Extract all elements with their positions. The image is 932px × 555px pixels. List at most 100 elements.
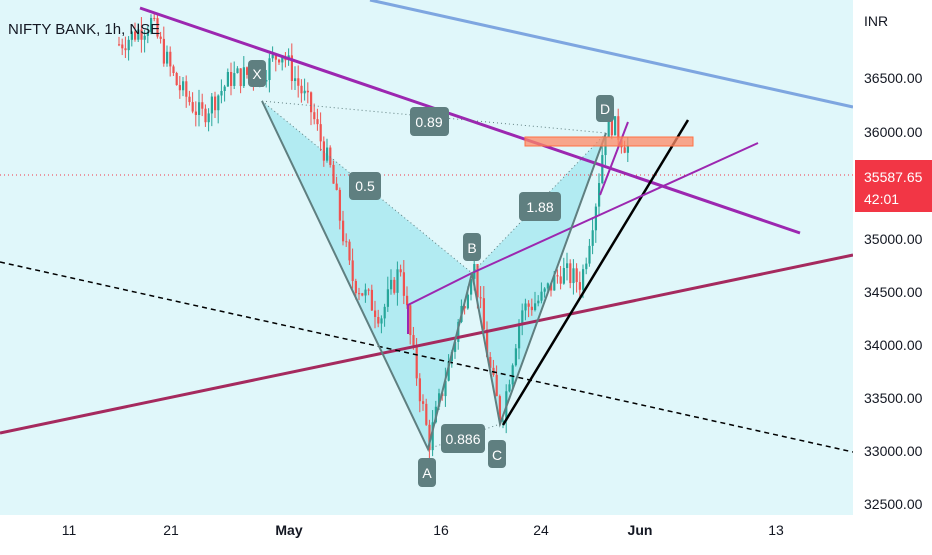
candle-body	[194, 111, 197, 115]
candle-body	[402, 272, 405, 296]
candle-body	[236, 68, 239, 74]
candle-body	[588, 245, 591, 264]
candle-body	[463, 305, 466, 309]
trendline-purple-channel[interactable]	[407, 142, 759, 334]
candle-body	[409, 305, 412, 336]
candle-body	[153, 17, 156, 19]
candle-body	[162, 38, 165, 64]
pattern-point-x-label: X	[252, 66, 262, 82]
candle-body	[518, 323, 521, 349]
pattern-point-c[interactable]: C	[488, 440, 506, 468]
candle-body	[178, 85, 181, 91]
candle-body	[438, 393, 441, 407]
price-axis[interactable]	[853, 0, 932, 515]
trendline-blue[interactable]	[369, 0, 854, 109]
time-tick-label-month: Jun	[628, 522, 653, 538]
pattern-point-b[interactable]: B	[463, 233, 481, 261]
ratio-ac-label: 0.886	[445, 431, 480, 447]
candle-body	[479, 297, 482, 299]
pattern-point-d[interactable]: D	[596, 95, 614, 122]
candle-body	[207, 113, 210, 123]
candle-body	[572, 268, 575, 284]
candle-body	[354, 280, 357, 294]
candle-body	[322, 141, 325, 161]
resistance-zone[interactable]	[524, 136, 694, 147]
candle-body	[159, 36, 162, 39]
candle-body	[220, 90, 223, 96]
candle-body	[607, 109, 610, 138]
pattern-point-x[interactable]: X	[248, 60, 266, 87]
candle-body	[150, 17, 153, 32]
candle-body	[374, 310, 377, 317]
candle-body	[380, 318, 383, 324]
ratio-bd-label: 1.88	[526, 199, 553, 215]
price-tick-label: 32500.00	[864, 496, 923, 512]
candle-body	[569, 263, 572, 284]
candle-body	[524, 303, 527, 311]
candle-body	[143, 35, 146, 40]
candle-body	[575, 268, 578, 283]
candle-body	[383, 306, 386, 319]
candle-body	[364, 289, 367, 296]
candle-body	[415, 345, 418, 379]
price-tick-labels: 36500.00 36000.00 35000.00 34500.00 3400…	[864, 70, 923, 512]
price-tick-label: 33500.00	[864, 390, 923, 406]
candle-body	[300, 85, 303, 94]
candle-body	[297, 78, 300, 86]
candle-body	[290, 55, 293, 82]
candle-body	[428, 424, 431, 451]
candle-body	[210, 96, 213, 114]
pattern-point-a[interactable]: A	[418, 458, 436, 487]
ratio-xb-label: 0.5	[355, 178, 375, 194]
trendline-purple-short[interactable]	[599, 121, 629, 196]
candle-body	[303, 90, 306, 94]
candle-body	[310, 92, 313, 113]
candle-body	[175, 73, 178, 86]
candle-body	[351, 260, 354, 281]
candle-body	[294, 78, 297, 82]
candle-body	[527, 303, 530, 307]
current-price-badge[interactable]: 35587.65 42:01	[855, 160, 932, 212]
candle-body	[271, 54, 274, 59]
candle-body	[508, 384, 511, 392]
candle-body	[306, 90, 309, 93]
trendline-maroon[interactable]	[0, 253, 854, 435]
candle-body	[412, 335, 415, 346]
candle-body	[562, 268, 565, 284]
candle-body	[489, 356, 492, 368]
candle-body	[591, 230, 594, 246]
ratio-xd[interactable]: 0.89	[410, 107, 449, 136]
candle-body	[466, 294, 469, 309]
candle-body	[201, 102, 204, 109]
price-tick-label: 35000.00	[864, 231, 923, 247]
candle-body	[514, 348, 517, 366]
candle-body	[486, 329, 489, 357]
candle-body	[585, 263, 588, 270]
candle-body	[476, 264, 479, 298]
trendline-dashed[interactable]	[0, 261, 854, 453]
candle-body	[390, 279, 393, 290]
price-tick-label: 34500.00	[864, 284, 923, 300]
ratio-xd-label: 0.89	[415, 114, 442, 130]
price-tick-label: 36500.00	[864, 70, 923, 86]
ratio-bd[interactable]: 1.88	[519, 192, 561, 221]
candle-body	[230, 72, 233, 86]
candle-body	[166, 51, 169, 64]
candle-body	[550, 283, 553, 291]
candle-body	[246, 67, 249, 75]
candle-body	[521, 310, 524, 324]
time-axis[interactable]	[0, 515, 932, 550]
candle-body	[223, 86, 226, 91]
candle-body	[348, 241, 351, 261]
candle-body	[137, 29, 140, 40]
guide-ac	[427, 423, 501, 450]
candle-body	[444, 380, 447, 397]
candle-body	[338, 189, 341, 221]
ratio-ac[interactable]: 0.886	[441, 424, 485, 453]
trendline-black[interactable]	[501, 119, 690, 426]
ratio-xb[interactable]: 0.5	[349, 172, 381, 200]
candle-body	[217, 95, 220, 111]
candle-body	[335, 183, 338, 190]
